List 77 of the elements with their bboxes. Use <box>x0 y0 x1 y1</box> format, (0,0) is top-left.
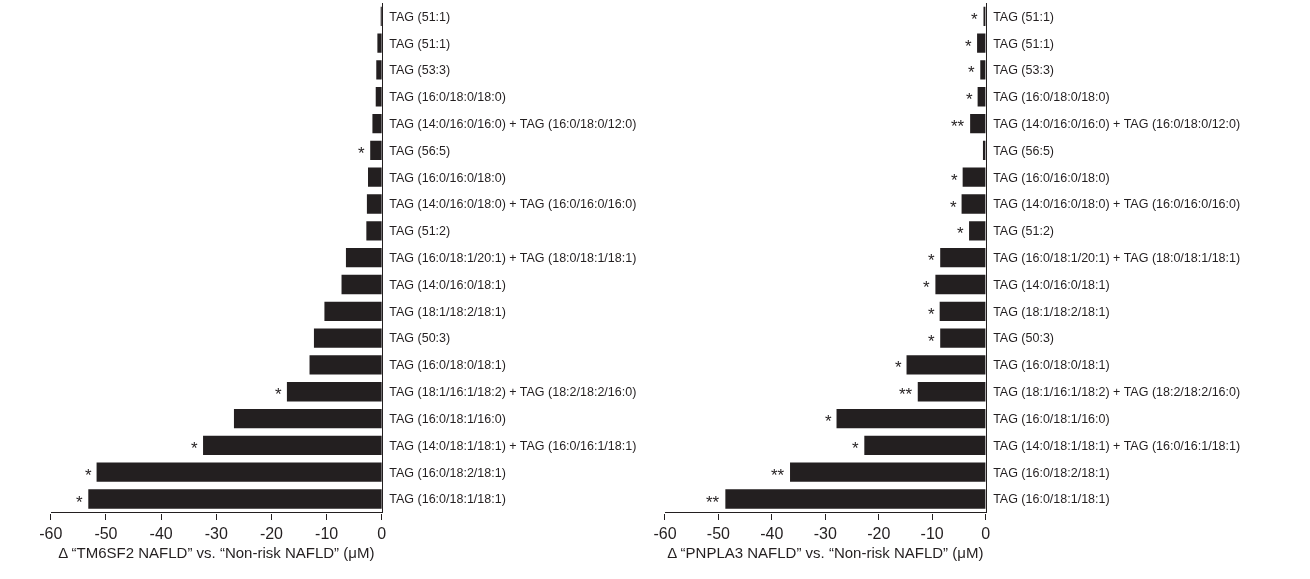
y-tick-label: TAG (18:1/16:1/18:2) + TAG (18:2/18:2/16:0) <box>389 385 637 400</box>
annotation: * <box>951 171 958 190</box>
y-tick-label: TAG (16:0/18:1/18:1) <box>389 492 506 507</box>
y-tick-label: TAG (14:0/16:0/18:1) <box>993 277 1110 292</box>
annotation: * <box>957 224 964 243</box>
annotation: * <box>950 198 957 217</box>
y-tick-label: TAG (14:0/16:0/18:0) + TAG (16:0/16:0/16:0) <box>993 197 1241 212</box>
y-tick-label: TAG (18:1/16:1/18:2) + TAG (18:2/18:2/16:0) <box>993 385 1241 400</box>
y-tick-label: TAG (14:0/16:0/18:1) <box>389 277 506 292</box>
y-tick-label: TAG (16:0/18:1/20:1) + TAG (18:0/18:1/18:1) <box>993 251 1241 266</box>
x-tick-label: -30 <box>204 524 228 542</box>
annotation: * <box>895 358 902 377</box>
y-tick-label: TAG (53:3) <box>993 63 1055 78</box>
y-tick-label: TAG (16:0/18:0/18:0) <box>993 90 1110 105</box>
y-tick-label: TAG (16:0/16:0/18:0) <box>993 170 1110 185</box>
y-tick-label: TAG (14:0/18:1/18:1) + TAG (16:0/16:1/18:1) <box>389 438 637 453</box>
annotation: * <box>971 10 978 29</box>
annotation: * <box>825 412 832 431</box>
annotation: * <box>923 278 930 297</box>
annotation: * <box>968 63 975 82</box>
y-tick-label: TAG (51:1) <box>993 9 1055 24</box>
annotation: ** <box>706 493 720 512</box>
y-tick-label: TAG (14:0/16:0/16:0) + TAG (16:0/18:0/12:0) <box>993 116 1241 131</box>
y-tick-label: TAG (56:5) <box>993 143 1055 158</box>
x-tick-label: -50 <box>706 524 731 542</box>
x-tick-label: -40 <box>149 524 173 542</box>
annotation: * <box>852 439 859 458</box>
y-tick-label: TAG (53:3) <box>389 63 451 78</box>
x-tick-label: -10 <box>315 524 339 542</box>
y-tick-label: TAG (14:0/18:1/18:1) + TAG (16:0/16:1/18:1) <box>993 438 1241 453</box>
x-tick-label: -50 <box>94 524 118 542</box>
y-tick-label: TAG (51:1) <box>389 9 451 24</box>
y-tick-label: TAG (51:1) <box>993 36 1055 51</box>
x-tick-label: -20 <box>867 524 891 542</box>
y-tick-label: TAG (16:0/16:0/18:0) <box>389 170 506 185</box>
x-axis-title: Δ “TM6SF2 NAFLD” vs. “Non-risk NAFLD” (μM) <box>58 543 375 561</box>
x-tick-label: -60 <box>39 524 63 542</box>
y-tick-label: TAG (16:0/18:0/18:1) <box>993 358 1110 373</box>
y-tick-label: TAG (16:0/18:2/18:1) <box>389 465 506 480</box>
annotation: * <box>275 385 282 404</box>
annotation: * <box>928 251 935 270</box>
y-tick-label: TAG (18:1/18:2/18:1) <box>993 304 1110 319</box>
y-tick-label: TAG (16:0/18:2/18:1) <box>993 465 1110 480</box>
y-tick-label: TAG (50:3) <box>389 331 451 346</box>
x-tick-label: -20 <box>259 524 284 542</box>
annotation: ** <box>899 385 913 404</box>
annotation: * <box>358 144 365 163</box>
x-tick-label: -40 <box>760 524 784 542</box>
y-tick-label: TAG (16:0/18:1/20:1) + TAG (18:0/18:1/18:1) <box>389 251 637 266</box>
annotation: * <box>191 439 198 458</box>
y-tick-label: TAG (16:0/18:1/16:0) <box>389 411 506 426</box>
annotation: ** <box>771 466 785 485</box>
annotation: * <box>76 493 83 512</box>
y-tick-label: TAG (16:0/18:1/16:0) <box>993 411 1110 426</box>
annotation: * <box>928 332 935 351</box>
y-tick-label: TAG (51:1) <box>389 36 451 51</box>
annotation: ** <box>951 117 965 136</box>
annotation: * <box>85 466 92 485</box>
y-tick-label: TAG (18:1/18:2/18:1) <box>389 304 506 319</box>
y-tick-label: TAG (16:0/18:0/18:0) <box>389 90 506 105</box>
y-tick-label: TAG (51:2) <box>993 224 1055 239</box>
y-tick-label: TAG (14:0/16:0/16:0) + TAG (16:0/18:0/12:0) <box>389 116 637 131</box>
x-tick-label: -60 <box>653 524 677 542</box>
x-tick-label: 0 <box>981 524 991 542</box>
annotation: * <box>928 305 935 324</box>
x-tick-label: -10 <box>920 524 944 542</box>
x-tick-label: 0 <box>377 524 387 542</box>
annotation: * <box>966 90 973 109</box>
y-tick-label: TAG (16:0/18:1/18:1) <box>993 492 1110 507</box>
annotation: * <box>965 37 972 56</box>
y-tick-label: TAG (51:2) <box>389 224 451 239</box>
y-tick-label: TAG (16:0/18:0/18:1) <box>389 358 506 373</box>
y-tick-label: TAG (50:3) <box>993 331 1055 346</box>
y-tick-label: TAG (56:5) <box>389 143 451 158</box>
x-axis-title: Δ “PNPLA3 NAFLD” vs. “Non-risk NAFLD” (μM) <box>667 543 984 561</box>
x-tick-label: -30 <box>813 524 837 542</box>
y-tick-label: TAG (14:0/16:0/18:0) + TAG (16:0/16:0/16:0) <box>389 197 637 212</box>
